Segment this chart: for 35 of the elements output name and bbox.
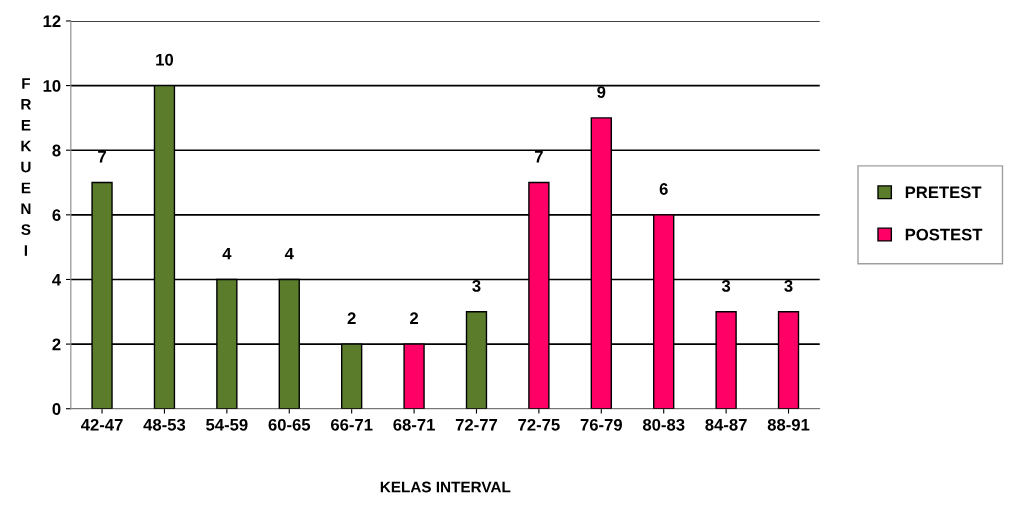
- x-tick-label: 60-65: [268, 418, 311, 431]
- data-label: 3: [784, 280, 793, 292]
- y-tick-label: 6: [52, 209, 61, 222]
- y-tick-label: 12: [43, 15, 61, 27]
- y-tick-label: 4: [52, 274, 62, 286]
- x-tick-label: 72-77: [455, 418, 498, 431]
- x-tick-label: 88-91: [767, 418, 810, 431]
- data-label: 2: [410, 312, 419, 324]
- data-label: 3: [472, 280, 481, 292]
- x-tick-label: 76-79: [580, 418, 622, 431]
- y-tick-label: 8: [52, 144, 61, 157]
- data-label: 4: [222, 247, 232, 260]
- data-label: 7: [534, 150, 543, 163]
- x-tick-label: 48-53: [143, 418, 186, 431]
- x-tick-label: 42-47: [80, 418, 123, 431]
- x-tick-label: 84-87: [705, 418, 747, 431]
- x-tick-label: 68-71: [393, 418, 435, 431]
- data-label: 3: [721, 280, 731, 292]
- x-axis-title: KELAS INTERVAL: [380, 481, 511, 493]
- text: FREKUENSI: [21, 78, 32, 256]
- x-tick-label: 54-59: [206, 418, 248, 431]
- x-tick-label: 72-75: [518, 418, 560, 431]
- data-label: 10: [156, 53, 174, 66]
- data-label: 4: [284, 247, 294, 260]
- y-tick-label: 10: [43, 79, 61, 92]
- x-tick-label: 66-71: [330, 418, 373, 431]
- y-tick-label: 0: [52, 403, 61, 415]
- data-label: 7: [98, 150, 106, 163]
- data-label: 6: [659, 183, 668, 195]
- data-label: 2: [347, 312, 356, 324]
- legend-label: POSTEST: [905, 228, 983, 241]
- y-tick-label: 2: [52, 338, 61, 351]
- x-tick-label: 80-83: [642, 418, 685, 431]
- data-label: 9: [597, 86, 606, 98]
- legend-label: PRETEST: [905, 186, 982, 199]
